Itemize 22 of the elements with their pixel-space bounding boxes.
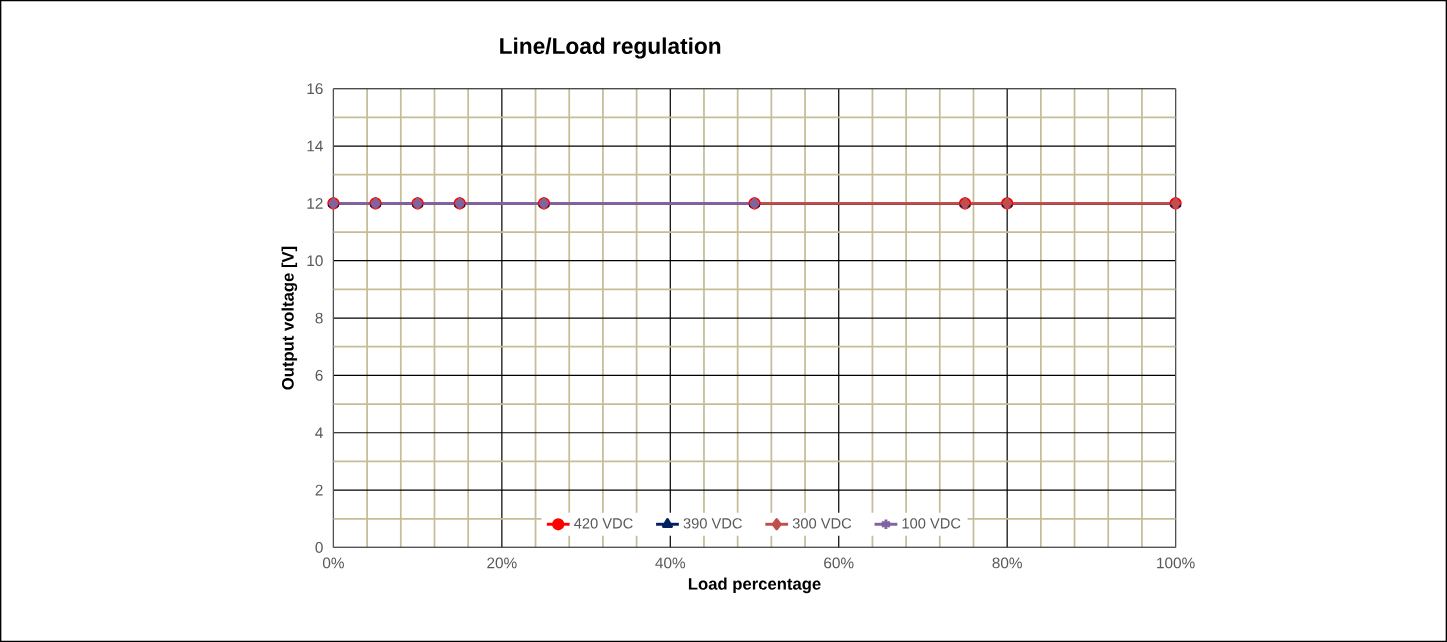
x-tick-label: 100%: [1157, 557, 1195, 569]
y-tick-label: 10: [307, 255, 323, 267]
legend-label: 100 VDC: [902, 518, 961, 529]
y-tick-label: 8: [315, 312, 323, 324]
legend-label: 420 VDC: [574, 518, 633, 529]
y-tick-label: 16: [307, 83, 323, 95]
x-tick-label: 40%: [655, 557, 686, 569]
x-tick-label: 80%: [992, 557, 1022, 569]
y-axis-title: Output voltage [V]: [281, 246, 298, 390]
y-tick-label: 14: [307, 140, 323, 152]
x-tick-label: 60%: [824, 557, 854, 569]
y-tick-label: 6: [315, 369, 323, 381]
x-tick-label: 20%: [487, 557, 517, 569]
chart-title: Line/Load regulation: [500, 37, 721, 59]
y-tick-label: 12: [307, 197, 323, 209]
legend-label: 300 VDC: [792, 518, 852, 529]
legend-label: 390 VDC: [683, 518, 742, 529]
x-axis-title: Load percentage: [688, 577, 821, 594]
y-tick-label: 2: [315, 484, 323, 496]
y-tick-label: 0: [315, 541, 323, 553]
y-tick-label: 4: [315, 427, 323, 438]
x-tick-label: 0%: [322, 557, 344, 569]
